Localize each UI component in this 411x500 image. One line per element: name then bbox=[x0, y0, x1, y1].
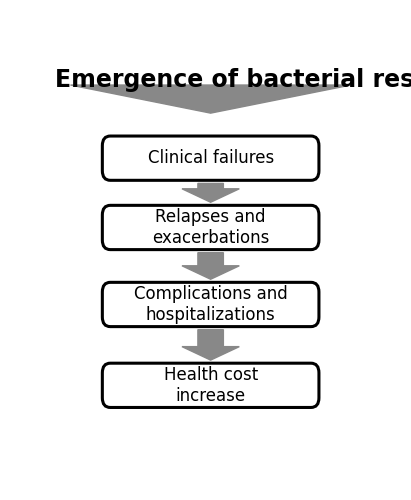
Text: Relapses and
exacerbations: Relapses and exacerbations bbox=[152, 208, 269, 247]
Text: Health cost
increase: Health cost increase bbox=[164, 366, 258, 405]
FancyBboxPatch shape bbox=[102, 282, 319, 327]
Text: Complications and
hospitalizations: Complications and hospitalizations bbox=[134, 285, 288, 324]
Polygon shape bbox=[182, 330, 239, 360]
Text: Emergence of bacterial resistance: Emergence of bacterial resistance bbox=[55, 68, 411, 92]
Text: Clinical failures: Clinical failures bbox=[148, 149, 274, 167]
FancyBboxPatch shape bbox=[102, 206, 319, 250]
Polygon shape bbox=[182, 252, 239, 280]
FancyBboxPatch shape bbox=[102, 136, 319, 180]
Polygon shape bbox=[182, 184, 239, 203]
Polygon shape bbox=[71, 85, 351, 113]
FancyBboxPatch shape bbox=[102, 363, 319, 408]
